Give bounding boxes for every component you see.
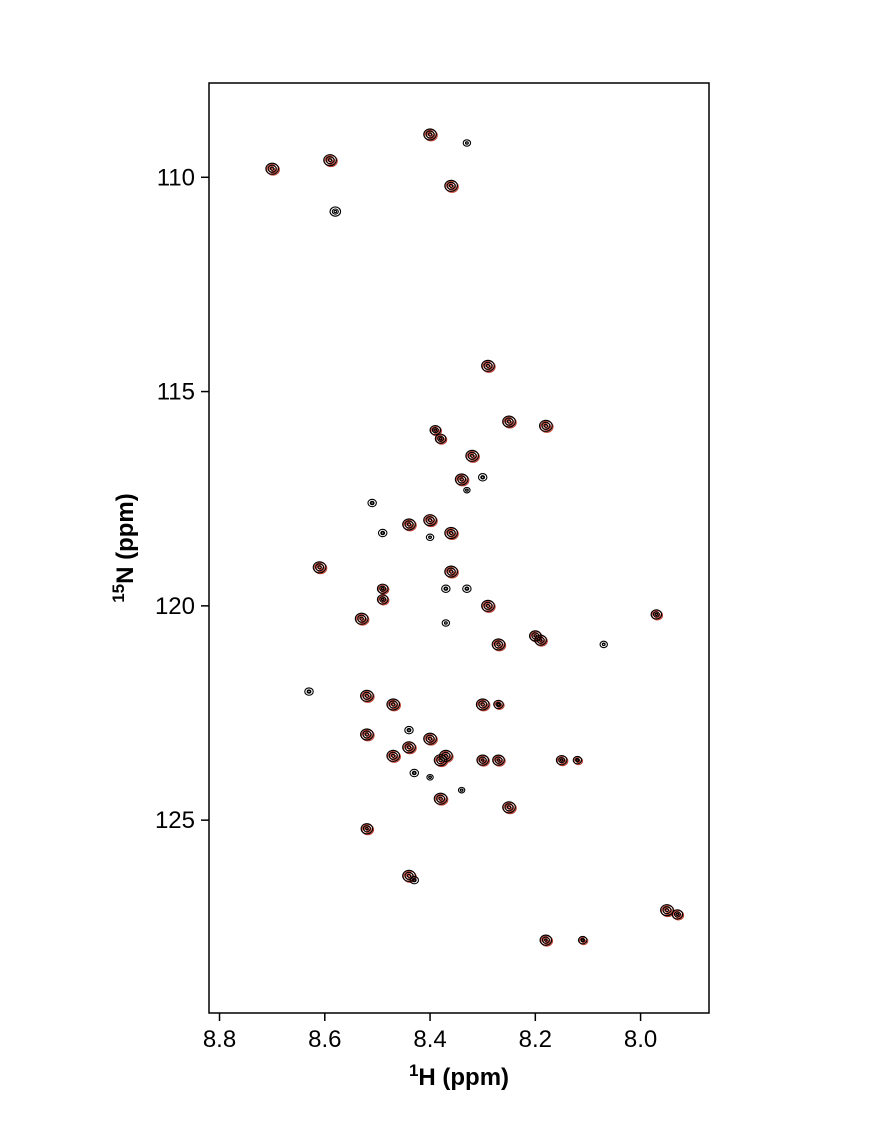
contour-ring <box>308 690 311 692</box>
contour-ring <box>378 529 386 536</box>
y-axis-label: 15N (ppm) <box>109 493 140 603</box>
y-tick-label: 125 <box>155 807 195 834</box>
contour-ring <box>332 209 338 214</box>
contour-ring <box>466 489 469 491</box>
contour-ring <box>458 787 464 793</box>
y-tick-label: 120 <box>155 593 195 620</box>
contour-ring <box>600 641 607 647</box>
x-axis-label: 1H (ppm) <box>409 1061 509 1092</box>
x-tick-label: 8.6 <box>308 1026 341 1053</box>
x-tick-label: 8.4 <box>413 1026 446 1053</box>
contour-ring <box>426 534 433 540</box>
contour-ring <box>463 585 471 592</box>
contour-ring <box>408 729 411 731</box>
contour-ring <box>444 622 447 624</box>
contour-ring <box>305 688 313 695</box>
contour-ring <box>481 476 484 478</box>
peaks-layer <box>266 129 684 946</box>
contour-ring <box>427 775 433 781</box>
x-tick-label: 8.0 <box>624 1026 657 1053</box>
plot-frame <box>209 83 709 1013</box>
contour-ring <box>371 502 374 504</box>
chart-canvas: 8.8 8.6 8.4 8.2 8.0 110 115 120 125 1H (ppm) 15N (… <box>0 0 886 1147</box>
x-tick-label: 8.8 <box>203 1026 236 1053</box>
contour-ring <box>368 499 376 506</box>
contour-ring <box>466 142 469 144</box>
x-tick-label: 8.2 <box>519 1026 552 1053</box>
contour-ring <box>602 643 605 645</box>
y-tick-label: 115 <box>157 379 195 406</box>
contour-ring <box>410 769 418 776</box>
contour-ring <box>466 588 469 590</box>
contour-ring <box>429 776 432 778</box>
contour-ring <box>478 474 486 481</box>
contour-ring <box>464 487 470 493</box>
contour-ring <box>330 207 341 216</box>
y-tick-label: 110 <box>157 164 195 191</box>
contour-ring <box>445 588 448 590</box>
contour-ring <box>463 140 470 146</box>
contour-ring <box>413 772 416 774</box>
nmr-spectrum-chart: 8.8 8.6 8.4 8.2 8.0 110 115 120 125 1H (ppm) 15N (… <box>0 0 886 1147</box>
contour-ring <box>442 585 450 592</box>
contour-ring <box>405 726 413 733</box>
contour-ring <box>442 620 449 626</box>
contour-ring <box>460 789 463 791</box>
contour-ring <box>381 532 384 534</box>
contour-ring <box>334 210 337 212</box>
contour-ring <box>429 536 432 538</box>
